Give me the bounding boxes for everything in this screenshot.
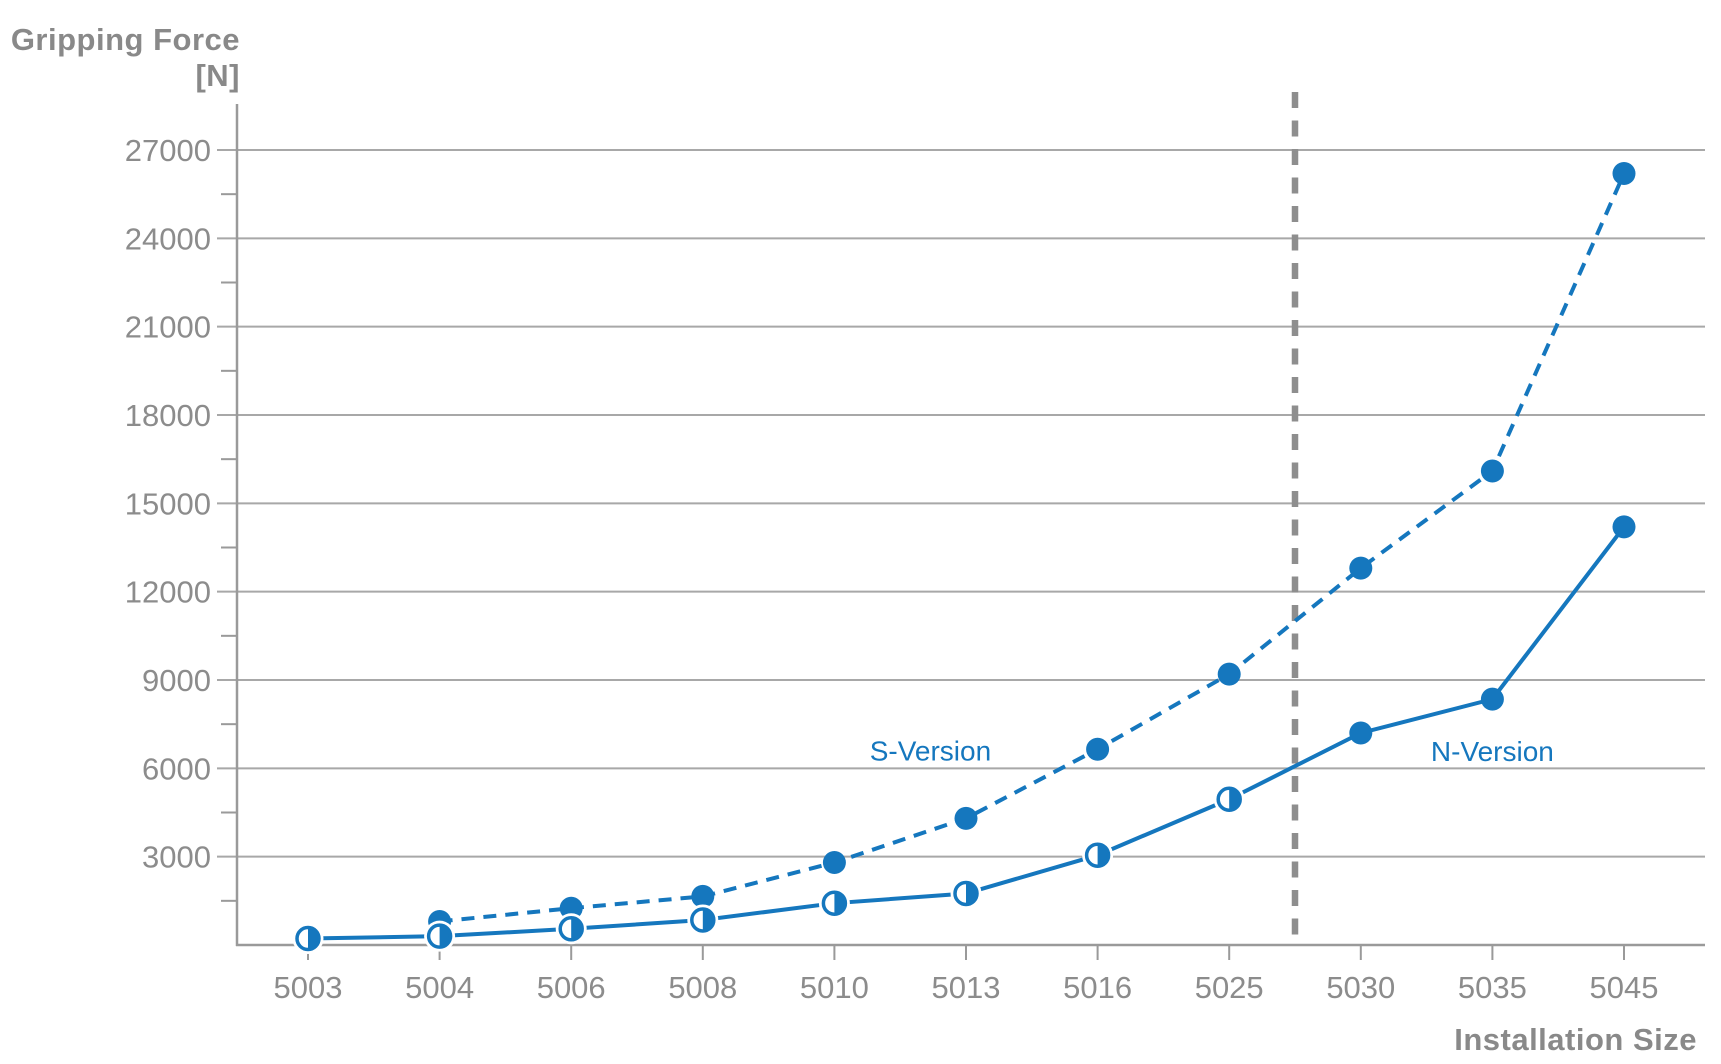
y-axis-unit: [N] — [195, 58, 240, 93]
series-line-s-version — [439, 172, 1626, 924]
data-point-marker — [559, 896, 583, 920]
data-point-marker — [691, 884, 715, 908]
y-tick-label: 24000 — [125, 221, 211, 256]
y-tick-label: 21000 — [125, 310, 211, 345]
data-point-marker-ring — [295, 925, 321, 952]
data-point-marker — [1480, 687, 1504, 711]
data-point-marker-ring — [426, 923, 453, 949]
series-s-version — [428, 162, 1636, 933]
data-point-marker — [1612, 162, 1636, 186]
data-point-marker-ring — [1084, 842, 1111, 868]
x-tick-label: 5003 — [274, 970, 343, 1005]
data-point-marker — [1349, 556, 1373, 580]
y-tick-label: 3000 — [142, 840, 211, 875]
x-axis-title: Installation Size — [1454, 1022, 1697, 1057]
data-point-marker — [1612, 515, 1636, 539]
data-point-marker-ring — [821, 890, 848, 916]
x-tick-label: 5016 — [1063, 970, 1132, 1005]
data-point-marker-ring — [558, 916, 584, 942]
data-point-marker — [954, 806, 978, 830]
x-tick-label: 5008 — [668, 970, 737, 1005]
data-point-marker — [1349, 721, 1373, 745]
x-axis-ticks: 5003 5004 5006 5008 5010 5013 5016 5025 5030 5035… — [274, 945, 1659, 1005]
x-tick-label: 5025 — [1195, 970, 1264, 1005]
data-point-marker — [822, 851, 846, 875]
axes — [235, 104, 1705, 947]
y-tick-label: 27000 — [125, 133, 211, 168]
x-tick-label: 5030 — [1326, 970, 1395, 1005]
y-axis-title-text: Gripping Force — [10, 22, 240, 57]
x-tick-label: 5010 — [800, 970, 869, 1005]
y-axis-title: Gripping Force [N] — [0, 22, 240, 94]
data-point-marker — [1480, 459, 1504, 483]
y-grid: 3000 6000 9000 12000 15000 18000 21000 24000 270… — [125, 133, 1705, 902]
y-tick-label: 15000 — [125, 486, 211, 521]
y-tick-label: 12000 — [125, 575, 211, 610]
y-tick-label: 9000 — [142, 663, 211, 698]
data-point-marker — [1086, 737, 1110, 761]
series-label: N-Version — [1431, 736, 1554, 767]
x-tick-label: 5035 — [1458, 970, 1527, 1005]
x-tick-label: 5004 — [405, 970, 474, 1005]
y-tick-label: 18000 — [125, 398, 211, 433]
data-point-marker-ring — [1216, 786, 1242, 812]
x-tick-label: 5006 — [537, 970, 606, 1005]
series-label: S-Version — [870, 736, 991, 767]
data-point-marker — [1217, 662, 1241, 686]
series-n-version — [292, 515, 1636, 955]
series-line-n-version — [307, 525, 1626, 941]
y-tick-label: 6000 — [142, 751, 211, 786]
x-tick-label: 5013 — [932, 970, 1001, 1005]
data-point-marker-ring — [953, 880, 979, 907]
data-point-marker-ring — [690, 907, 716, 933]
x-tick-label: 5045 — [1590, 970, 1659, 1005]
